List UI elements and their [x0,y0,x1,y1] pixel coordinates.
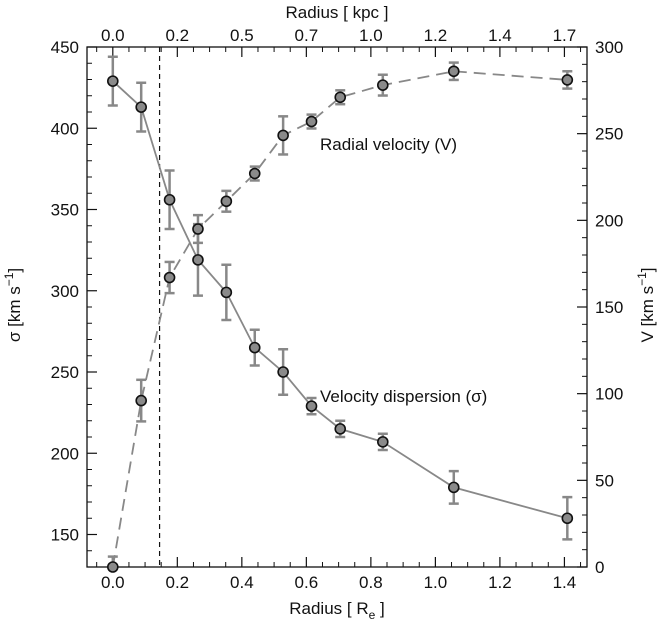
annotation-radial-velocity: Radial velocity (V) [320,135,457,154]
y-right-tick-label: 50 [595,471,614,490]
sigma-data-point [447,469,460,505]
sigma-data-point [334,419,347,439]
velocity-data-point [248,165,261,182]
sigma-data-point [248,328,261,367]
x-top-axis-title: Radius [ kpc ] [286,3,389,22]
velocity-data-point [377,73,389,97]
y-left-tick-label: 150 [51,526,79,545]
data-marker [135,394,147,407]
data-marker [135,101,147,113]
y-right-tick-label: 100 [595,385,623,404]
y-left-axis-title: σ [km s−1] [2,268,24,342]
data-marker [305,115,318,128]
velocity-data-point [447,61,460,82]
data-marker [277,366,289,378]
sigma-data-point [377,432,389,452]
x-top-tick-label: 1.4 [488,26,512,45]
series-line-velocity-dispersion [112,80,568,520]
x-bottom-tick-label: 1.4 [553,573,577,592]
x-top-tick-label: 1.2 [424,26,448,45]
velocity-data-point [277,115,289,156]
x-top-tick-label: 0.7 [295,26,319,45]
data-marker [163,193,176,206]
x-top-tick-label: 1.0 [359,26,383,45]
data-marker [277,129,289,142]
data-marker [107,75,119,87]
sigma-data-point [561,495,574,541]
x-bottom-tick-label: 0.4 [230,573,254,592]
velocity-data-point [163,260,176,295]
sigma-data-point [107,55,119,107]
sigma-data-point [135,81,147,133]
data-marker [248,341,261,354]
x-bottom-tick-label: 0.6 [295,573,319,592]
y-left-tick-label: 300 [51,282,79,301]
data-marker [334,423,347,435]
data-marker [192,223,204,235]
x-bottom-tick-label: 1.0 [424,573,448,592]
data-marker [561,74,574,86]
velocity-data-point [192,213,204,245]
sigma-data-point [163,169,176,231]
x-bottom-tick-label: 1.2 [488,573,512,592]
velocity-data-point [561,70,574,90]
y-left-tick-label: 200 [51,444,79,463]
x-bottom-tick-label: 0.8 [359,573,383,592]
y-right-tick-label: 200 [595,211,623,230]
data-marker [220,195,233,208]
velocity-data-point [220,189,233,213]
plot-frame [86,46,588,568]
data-marker [305,400,318,412]
data-marker [220,286,233,299]
data-marker [248,167,261,180]
data-marker [163,271,176,284]
sigma-data-point [277,348,289,396]
y-left-tick-label: 250 [51,363,79,382]
data-marker [377,436,389,448]
x-top-tick-label: 0.2 [166,26,190,45]
velocity-data-point [107,555,119,573]
y-right-tick-label: 150 [595,298,623,317]
y-right-axis-title: V [km s−1] [635,267,657,342]
y-left-tick-label: 350 [51,201,79,220]
data-marker [377,79,389,91]
x-bottom-tick-label: 0.2 [166,573,190,592]
y-right-tick-label: 0 [595,558,604,577]
y-left-tick-label: 450 [51,38,79,57]
y-right-tick-label: 300 [595,38,623,57]
data-marker [334,91,347,104]
data-marker [447,481,460,494]
velocity-data-point [334,89,347,106]
velocity-data-point [305,113,318,130]
y-left-tick-label: 400 [51,119,79,138]
data-marker [447,65,460,78]
sigma-data-point [305,396,318,416]
velocity-data-point [135,378,147,423]
annotation-velocity-dispersion: Velocity dispersion (σ) [320,387,487,406]
x-top-tick-label: 0.5 [230,26,254,45]
x-bottom-axis-title: Radius [ Re ] [289,599,385,622]
series-line-radial-velocity [111,70,568,568]
x-bottom-tick-label: 0.0 [101,573,125,592]
x-top-tick-label: 0.0 [101,26,125,45]
data-marker [107,561,119,573]
data-marker [561,512,574,525]
sigma-data-point [220,263,233,322]
y-right-tick-label: 250 [595,125,623,144]
data-marker [192,254,204,266]
x-top-tick-label: 1.7 [553,26,577,45]
